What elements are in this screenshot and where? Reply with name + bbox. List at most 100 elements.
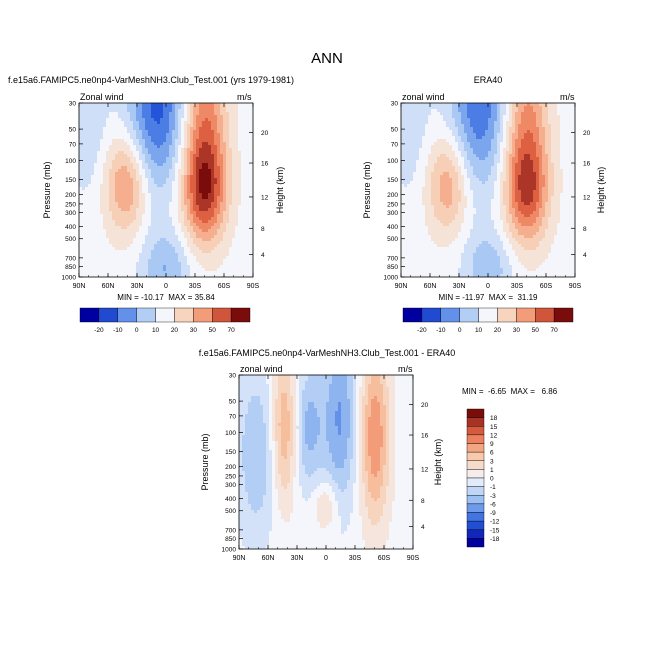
panel-test-field-cell [217, 136, 221, 140]
panel-era40-field-cell [551, 115, 555, 119]
panel-era40-field-cell [410, 169, 414, 173]
panel-test-field-cell [187, 106, 191, 110]
panel-era40-field-cell [488, 136, 492, 140]
panel-era40-field-cell [497, 136, 501, 140]
panel-test-field-cell [193, 142, 197, 146]
panel-test-field-cell [244, 121, 248, 125]
panel-test-field-cell [136, 121, 140, 125]
panel-era40-field-cell [566, 109, 570, 113]
panel-test-field-cell [142, 193, 146, 197]
panel-era40-field-cell [446, 127, 450, 131]
panel-test-field-cell [124, 244, 128, 248]
panel-test-field-cell [85, 163, 89, 167]
panel-test-field-cell [82, 103, 86, 107]
panel-era40-field-cell [473, 172, 477, 176]
panel-test-field-cell [94, 274, 98, 278]
panel-test-ytick-label: 300 [65, 210, 76, 217]
panel-test-field-cell [121, 148, 125, 152]
panel-test-field-cell [205, 238, 209, 242]
panel-test-field-cell [133, 199, 137, 203]
panel-test-field-cell [166, 112, 170, 116]
panel-test-field-cell [154, 226, 158, 230]
panel-test-field-cell [175, 118, 179, 122]
panel-test-field-cell [100, 184, 104, 188]
panel-test-field-cell [154, 208, 158, 212]
panel-era40-field-cell [497, 106, 501, 110]
panel-test-field-cell [115, 181, 119, 185]
panel-test-field-cell [175, 268, 179, 272]
panel-test-field-cell [109, 127, 113, 131]
panel-test-field-cell [238, 148, 242, 152]
panel-test-field-cell [196, 235, 200, 239]
panel-test-field-cell [145, 217, 149, 221]
panel-era40-field-cell [521, 175, 525, 179]
panel-era40-field-cell [419, 133, 423, 137]
panel-test-field-cell [115, 214, 119, 218]
panel-test-field-cell [118, 223, 122, 227]
panel-era40-field-cell [548, 115, 552, 119]
panel-test-field-cell [100, 112, 104, 116]
panel-test-field-cell [214, 214, 218, 218]
panel-test-field-cell [166, 196, 170, 200]
panel-test-field-cell [139, 214, 143, 218]
panel-test-field-cell [199, 115, 203, 119]
panel-test-field-cell [148, 229, 152, 233]
panel-era40-field-cell [521, 139, 525, 143]
panel-test-field-cell [205, 223, 209, 227]
panel-era40-field-cell [479, 169, 483, 173]
panel-era40-field-cell [560, 142, 564, 146]
panel-test-field-cell [106, 247, 110, 251]
panel-test-field-cell [130, 232, 134, 236]
panel-test-field-cell [211, 259, 215, 263]
panel-test-field-cell [142, 124, 146, 128]
panel-era40-field-cell [413, 118, 417, 122]
panel-test-field-cell [205, 121, 209, 125]
panel-era40-field-cell [566, 103, 570, 107]
panel-test-field-cell [115, 202, 119, 206]
panel-era40-field-cell [497, 154, 501, 158]
panel-era40-field-cell [560, 112, 564, 116]
panel-test-field-cell [187, 130, 191, 134]
panel-test-field-cell [232, 232, 236, 236]
panel-era40-field-cell [461, 169, 465, 173]
panel-era40-field-cell [500, 127, 504, 131]
panel-test-field-cell [148, 133, 152, 137]
panel-test-field-cell [175, 223, 179, 227]
panel-era40-field-cell [500, 109, 504, 113]
panel-test-field-cell [109, 154, 113, 158]
panel-test-field-cell [130, 169, 134, 173]
panel-test-field-cell [148, 268, 152, 272]
panel-test-field-cell [151, 124, 155, 128]
panel-test-field-cell [217, 190, 221, 194]
panel-test-field-cell [205, 217, 209, 221]
panel-test-htick-label: 20 [261, 130, 269, 137]
panel-test-field-cell [229, 202, 233, 206]
panel-test-field-cell [229, 169, 233, 173]
panel-test-field-cell [181, 268, 185, 272]
panel-era40-field-cell [434, 112, 438, 116]
panel-test-field-cell [202, 247, 206, 251]
panel-test-field-cell [130, 196, 134, 200]
panel-test-field-cell [223, 226, 227, 230]
panel-test-field-cell [202, 121, 206, 125]
panel-test-field-cell [205, 265, 209, 269]
panel-test-field-cell [112, 142, 116, 146]
panel-test-field-cell [148, 205, 152, 209]
panel-era40-field-cell [557, 118, 561, 122]
panel-test-field-cell [175, 220, 179, 224]
panel-test-field-cell [190, 199, 194, 203]
panel-test-field-cell [145, 187, 149, 191]
panel-era40-field-cell [557, 121, 561, 125]
panel-test-field-cell [202, 145, 206, 149]
panel-test-field-cell [109, 211, 113, 215]
panel-test-field-cell [211, 202, 215, 206]
panel-era40-field-cell [440, 166, 444, 170]
panel-test-field-cell [169, 169, 173, 173]
panel-test-field-cell [157, 265, 161, 269]
panel-era40-field-cell [488, 112, 492, 116]
panel-test-field-cell [241, 193, 245, 197]
panel-test-field-cell [232, 157, 236, 161]
panel-test-field-cell [244, 262, 248, 266]
panel-test-field-cell [199, 226, 203, 230]
panel-test-field-cell [175, 115, 179, 119]
